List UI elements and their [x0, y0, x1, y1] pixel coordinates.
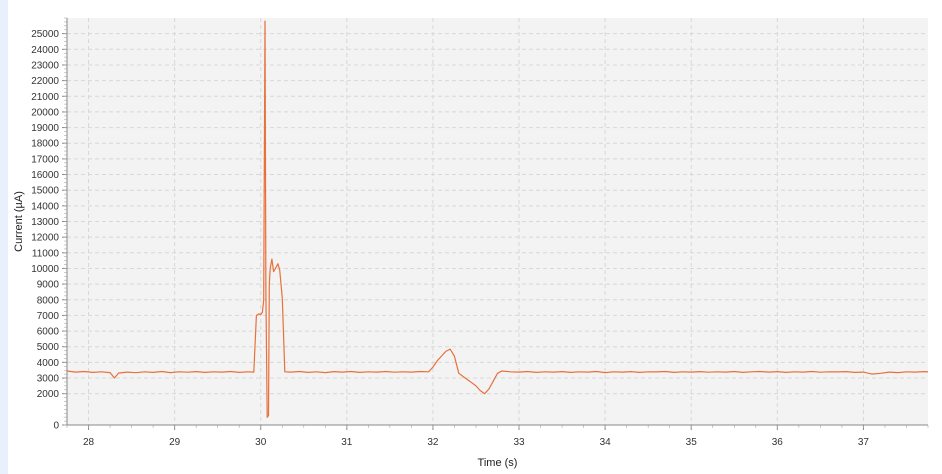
y-tick-label: 4000 — [37, 358, 60, 369]
y-tick-label: 11000 — [32, 248, 60, 259]
x-tick-label: 31 — [341, 437, 353, 448]
y-tick-label: 13000 — [31, 217, 59, 228]
x-axis-title: Time (s) — [478, 457, 518, 469]
x-tick-label: 28 — [83, 437, 95, 448]
x-tick-label: 32 — [427, 437, 439, 448]
y-tick-label: 9000 — [37, 280, 60, 291]
x-tick-label: 36 — [772, 437, 784, 448]
y-axis-title: Current (µA) — [13, 191, 25, 252]
y-tick-label: 22000 — [31, 76, 59, 87]
y-tick-label: 19000 — [31, 123, 59, 134]
y-tick-label: 0 — [53, 421, 59, 432]
window-edge — [0, 0, 8, 474]
y-tick-label: 10000 — [31, 264, 59, 275]
x-tick-label: 33 — [513, 437, 525, 448]
y-tick-label: 16000 — [31, 170, 59, 181]
y-tick-label: 24000 — [31, 45, 59, 56]
y-tick-label: 3000 — [37, 374, 60, 385]
axes: 0 2000 3000 4000 5000 6000 7000 8000 9000 10000 11… — [31, 17, 929, 448]
x-tick-label: 30 — [255, 437, 267, 448]
y-tick-label: 21000 — [31, 92, 59, 103]
y-tick-label: 17000 — [31, 154, 59, 165]
y-tick-label: 25000 — [31, 29, 59, 40]
y-tick-label: 23000 — [31, 60, 59, 71]
grid — [67, 18, 928, 425]
x-tick-label: 29 — [169, 437, 181, 448]
x-tick-label: 37 — [858, 437, 870, 448]
x-tick-label: 35 — [686, 437, 698, 448]
y-tick-label: 2000 — [37, 389, 60, 400]
series-line — [66, 20, 929, 418]
y-tick-label: 14000 — [31, 201, 59, 212]
y-tick-label: 12000 — [31, 233, 59, 244]
y-tick-label: 7000 — [37, 311, 60, 322]
series — [66, 20, 929, 418]
y-tick-label: 6000 — [37, 327, 60, 338]
y-tick-label: 5000 — [37, 342, 60, 353]
y-tick-label: 15000 — [31, 186, 59, 197]
y-tick-label: 18000 — [31, 139, 59, 150]
y-tick-label: 20000 — [31, 107, 59, 118]
y-tick-label: 8000 — [37, 295, 60, 306]
x-tick-label: 34 — [600, 437, 612, 448]
